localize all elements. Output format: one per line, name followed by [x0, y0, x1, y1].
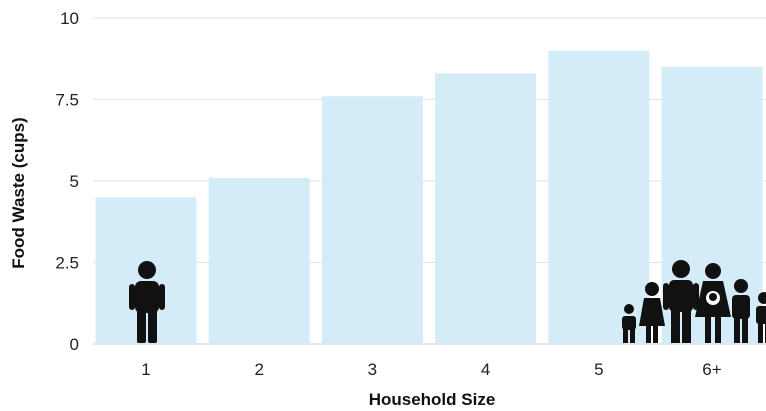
bar — [321, 96, 423, 345]
x-tick-label: 6+ — [702, 360, 721, 379]
y-tick-label: 2.5 — [55, 254, 79, 273]
x-tick-label: 1 — [141, 360, 150, 379]
x-tick-label: 3 — [368, 360, 377, 379]
x-tick-label: 4 — [481, 360, 490, 379]
y-tick-label: 5 — [70, 172, 79, 191]
bar — [435, 73, 537, 345]
gridlines — [93, 17, 766, 345]
bars — [95, 50, 763, 345]
x-axis-ticks: 1 2 3 4 5 6+ — [141, 360, 721, 379]
y-tick-label: 7.5 — [55, 91, 79, 110]
single-person-icon — [129, 261, 165, 343]
x-tick-label: 5 — [594, 360, 603, 379]
y-axis-ticks: 0 2.5 5 7.5 10 — [55, 9, 79, 354]
bar — [548, 50, 650, 344]
y-tick-label: 0 — [70, 335, 79, 354]
y-axis-title: Food Waste (cups) — [9, 117, 28, 268]
family-group-icon — [622, 260, 766, 343]
x-axis-title: Household Size — [369, 390, 496, 409]
y-tick-label: 10 — [60, 9, 79, 28]
x-tick-label: 2 — [254, 360, 263, 379]
bar — [208, 177, 310, 344]
